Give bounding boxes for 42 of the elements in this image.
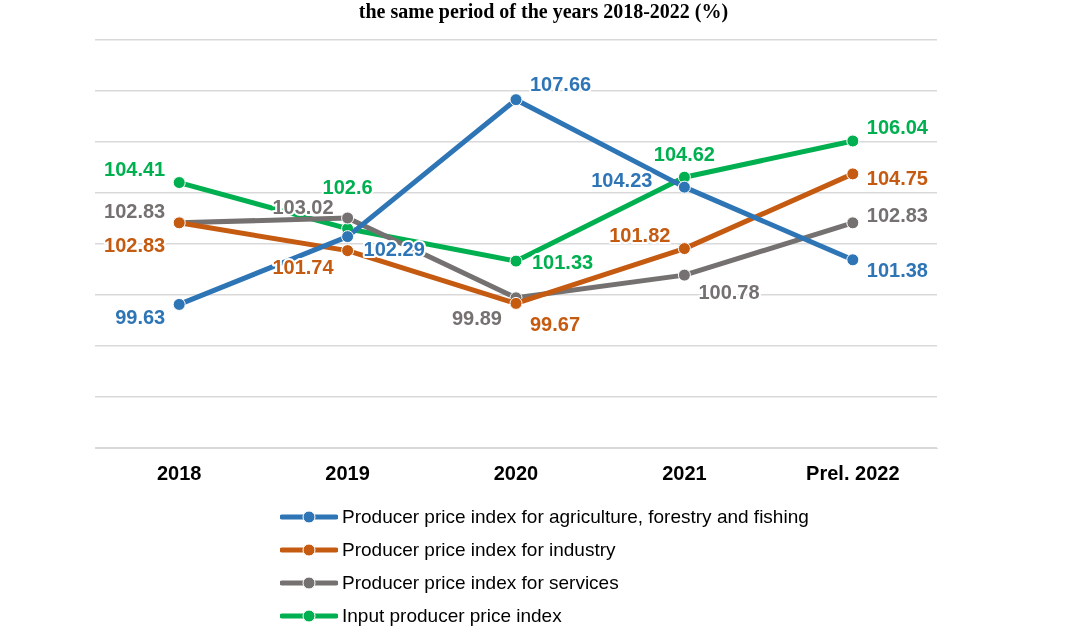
data-label: 104.41 xyxy=(104,158,166,181)
data-label: 99.89 xyxy=(451,307,502,330)
data-label: 104.75 xyxy=(866,167,928,190)
data-label: 104.23 xyxy=(591,168,653,191)
data-label: 101.38 xyxy=(866,259,928,282)
x-tick-label: 2019 xyxy=(325,461,370,484)
point xyxy=(677,242,691,256)
legend-label: Input producer price index xyxy=(342,604,562,627)
point xyxy=(341,211,355,225)
data-label: 99.67 xyxy=(530,312,581,335)
data-label: 102.83 xyxy=(104,234,166,257)
point xyxy=(846,253,860,267)
point xyxy=(341,244,355,258)
point xyxy=(677,268,691,282)
point xyxy=(846,134,860,148)
data-label: 99.63 xyxy=(115,305,166,328)
legend-label: Producer price index for industry xyxy=(342,538,616,561)
data-label: 104.62 xyxy=(653,142,715,165)
point xyxy=(172,297,186,311)
x-tick-label: 2021 xyxy=(662,461,707,484)
data-label: 101.82 xyxy=(609,224,671,247)
point xyxy=(509,296,523,310)
data-label: 100.78 xyxy=(698,280,760,303)
point xyxy=(677,180,691,194)
legend-label: Producer price index for agriculture, forestry and fishing xyxy=(342,505,809,528)
point xyxy=(341,230,355,244)
data-label: 106.04 xyxy=(866,116,929,139)
x-tick-label: 2020 xyxy=(493,461,539,484)
data-label: 101.74 xyxy=(272,256,335,279)
point xyxy=(172,176,186,190)
point xyxy=(846,167,860,181)
data-label: 102.83 xyxy=(104,200,166,223)
data-label: 101.33 xyxy=(532,250,594,273)
legend-label: Producer price index for services xyxy=(342,571,619,594)
point xyxy=(509,93,523,107)
x-tick-label: 2018 xyxy=(156,461,202,484)
point xyxy=(846,216,860,230)
x-tick-label: Prel. 2022 xyxy=(806,461,900,484)
point xyxy=(509,254,523,268)
data-label: 107.66 xyxy=(530,73,592,96)
chart-title: the same period of the years 2018-2022 (%) xyxy=(357,0,730,25)
data-label: 102.83 xyxy=(866,204,928,227)
